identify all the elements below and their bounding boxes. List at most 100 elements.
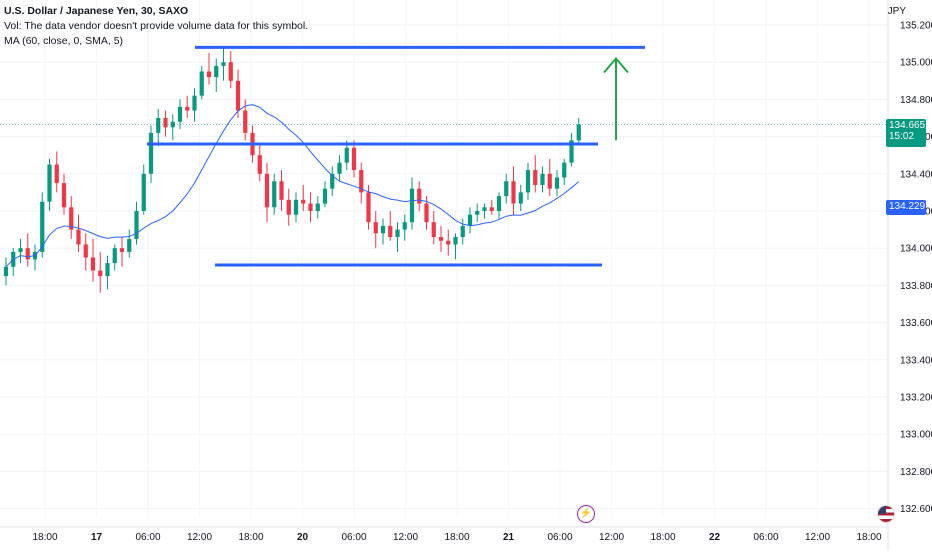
price-axis-label: 134.400 (900, 169, 932, 180)
candle-body (192, 95, 197, 111)
time-axis-label: 06:00 (547, 532, 572, 543)
time-axis-label: 06:00 (753, 532, 778, 543)
candle-body (156, 118, 161, 133)
candle-body (467, 214, 473, 226)
time-axis-label: 17 (91, 532, 103, 543)
candle-body (373, 222, 378, 234)
us-flag-icon[interactable] (877, 505, 895, 523)
candle-body (3, 266, 9, 277)
candle-body (482, 207, 487, 211)
time-axis-label: 12:00 (599, 532, 624, 543)
candle-body (438, 237, 444, 241)
candle-body (301, 199, 306, 204)
price-axis-label: 133.400 (900, 355, 932, 366)
candle-body (402, 222, 407, 230)
time-axis-label: 18:00 (650, 532, 675, 543)
candle-body (18, 248, 23, 252)
time-axis-label: 12:00 (393, 532, 418, 543)
candle-body (315, 203, 320, 211)
candle-body (460, 225, 465, 238)
candle-body (221, 62, 226, 66)
time-axis-label: 21 (503, 532, 515, 543)
lightning-icon[interactable]: ⚡ (577, 505, 595, 523)
time-axis-label: 20 (297, 532, 309, 543)
ma-price-value: 134.229 (889, 201, 926, 212)
candle-body (344, 147, 349, 163)
candle-body (366, 192, 371, 223)
symbol-title[interactable]: U.S. Dollar / Japanese Yen, 30, SAXO (4, 5, 189, 17)
candle-body (54, 164, 59, 184)
candle-body (540, 173, 545, 185)
candle-body (504, 181, 509, 197)
time-axis-label: 06:00 (341, 532, 366, 543)
candle-body (119, 248, 125, 252)
time-axis-label: 18:00 (32, 532, 57, 543)
candle-body (286, 199, 291, 215)
candle-body (272, 181, 277, 208)
up-arrow-head (603, 56, 629, 74)
candle-body (228, 62, 233, 81)
price-axis-label: 133.600 (900, 318, 932, 329)
candle-body (214, 65, 219, 78)
last-price-tag: 134.665 15:02 (886, 119, 926, 147)
price-axis-label: 133.200 (900, 393, 932, 404)
candle-body (569, 140, 574, 163)
candle-body (446, 240, 451, 245)
price-axis-label: 132.800 (900, 467, 932, 478)
volume-legend[interactable]: Vol: The data vendor doesn't provide vol… (4, 20, 309, 32)
candle-body (380, 225, 386, 234)
candle-body (243, 110, 248, 133)
price-axis-label: 135.000 (900, 58, 932, 69)
ma-price-tag: 134.229 (886, 200, 926, 215)
price-axis-label: 135.200 (900, 21, 932, 32)
candle-body (199, 71, 204, 96)
price-axis-label: 133.800 (900, 281, 932, 292)
time-axis-label: 18:00 (238, 532, 263, 543)
currency-label[interactable]: JPY (887, 6, 906, 17)
candle-body (141, 173, 146, 211)
candle-body (525, 170, 531, 193)
candle-body (388, 225, 393, 238)
candle-body (257, 155, 262, 174)
candle-body (562, 162, 567, 178)
price-axis-label: 134.800 (900, 95, 932, 106)
candle-body (351, 147, 357, 171)
time-axis-label: 12:00 (187, 532, 212, 543)
candle-body (185, 106, 190, 111)
candle-body (177, 106, 183, 122)
candle-body (69, 207, 74, 230)
candle-body (322, 188, 328, 204)
candle-body (25, 248, 30, 260)
candle-body (279, 181, 284, 200)
candle-body (47, 164, 52, 202)
candle-body (76, 229, 81, 245)
candle-body (163, 118, 168, 128)
candle-body (489, 207, 494, 211)
last-price-value: 134.665 (889, 120, 926, 131)
candle-body (511, 181, 516, 204)
candle-body (127, 238, 132, 252)
candle-body (453, 237, 458, 245)
candle-body (424, 203, 429, 223)
ma-legend[interactable]: MA (60, close, 0, SMA, 5) (4, 35, 124, 47)
candle-body (431, 222, 436, 238)
candle-body (264, 173, 270, 208)
candle-body (40, 201, 45, 252)
candle-body (359, 170, 364, 193)
candle-body (90, 257, 96, 271)
candle-body (170, 121, 175, 128)
candle-body (61, 183, 67, 208)
candle-body (330, 173, 335, 189)
time-axis-label: 22 (709, 532, 721, 543)
candle-body (308, 203, 313, 211)
candle-body (417, 188, 422, 204)
candle-body (134, 211, 139, 239)
candle-body (395, 229, 400, 238)
chart-legend: U.S. Dollar / Japanese Yen, 30, SAXO Vol… (4, 4, 308, 49)
time-axis-label: 06:00 (135, 532, 160, 543)
candle-body (337, 162, 342, 174)
candle-body (518, 192, 523, 204)
price-axis-label: 134.000 (900, 244, 932, 255)
